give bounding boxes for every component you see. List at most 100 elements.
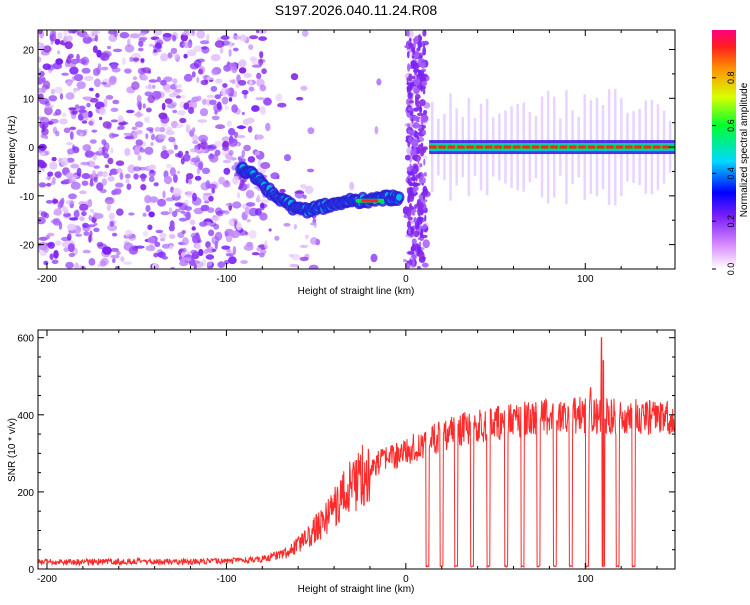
noise-speckle: [147, 95, 155, 104]
noise-speckle: [40, 133, 46, 139]
noise-speckle: [100, 66, 109, 71]
noise-speckle: [168, 136, 176, 143]
noise-speckle: [60, 157, 69, 167]
noise-speckle: [193, 45, 203, 52]
noise-speckle: [407, 216, 413, 221]
noise-speckle: [417, 207, 422, 217]
noise-speckle: [407, 220, 411, 229]
noise-speckle: [124, 148, 131, 156]
noise-speckle: [79, 216, 85, 222]
noise-speckle: [50, 88, 56, 95]
noise-speckle: [179, 117, 187, 124]
noise-speckle: [112, 48, 123, 53]
noise-speckle: [112, 232, 118, 237]
noise-speckle: [62, 205, 68, 213]
noise-speckle: [49, 161, 58, 170]
noise-speckle: [299, 244, 309, 248]
noise-speckle: [38, 56, 42, 63]
noise-speckle: [105, 95, 114, 100]
figure-title: S197.2026.040.11.24.R08: [275, 2, 438, 18]
noise-speckle: [66, 80, 72, 87]
noise-speckle: [63, 30, 68, 37]
noise-speckle: [190, 249, 198, 255]
noise-speckle: [102, 246, 112, 255]
noise-speckle: [270, 172, 280, 180]
noise-speckle: [99, 106, 107, 116]
noise-speckle: [411, 139, 419, 148]
noise-speckle: [150, 133, 156, 141]
noise-speckle: [423, 158, 426, 166]
noise-speckle: [141, 67, 152, 73]
noise-speckle: [69, 131, 74, 140]
noise-speckle: [117, 115, 124, 124]
noise-speckle: [124, 136, 135, 140]
noise-speckle: [41, 86, 47, 94]
noise-speckle: [406, 82, 413, 86]
noise-speckle: [422, 256, 426, 260]
noise-speckle: [258, 36, 267, 41]
noise-speckle: [66, 35, 73, 42]
tone-peak: [596, 145, 605, 149]
noise-speckle: [168, 93, 177, 98]
noise-speckle: [259, 84, 267, 92]
noise-speckle: [418, 79, 421, 83]
noise-speckle: [84, 96, 92, 102]
noise-speckle: [301, 30, 309, 37]
noise-speckle: [248, 229, 257, 239]
noise-speckle: [148, 83, 152, 89]
noise-speckle: [127, 164, 136, 174]
noise-speckle: [55, 130, 60, 137]
noise-speckle: [189, 148, 199, 153]
noise-speckle: [289, 263, 299, 268]
noise-speckle: [416, 135, 420, 140]
noise-speckle: [238, 125, 245, 130]
tone-peak: [624, 145, 633, 149]
noise-speckle: [139, 31, 146, 36]
snr-plot-area: [38, 330, 675, 569]
noise-speckle: [78, 109, 87, 113]
noise-speckle: [236, 135, 246, 139]
noise-speckle: [408, 73, 413, 82]
x-tick-label: -200: [37, 274, 57, 285]
noise-speckle: [65, 199, 75, 205]
noise-speckle: [196, 30, 206, 39]
noise-speckle: [49, 118, 59, 124]
noise-speckle: [198, 68, 203, 75]
colorbar-tick-label: 0.0: [726, 263, 736, 276]
noise-speckle: [116, 208, 124, 216]
noise-speckle: [412, 243, 416, 250]
noise-speckle: [224, 105, 229, 111]
noise-speckle: [413, 64, 416, 70]
noise-speckle: [231, 104, 238, 113]
snr-series-line: [38, 337, 675, 569]
noise-speckle: [212, 215, 217, 218]
noise-speckle: [408, 42, 413, 47]
noise-speckle: [259, 199, 270, 204]
noise-speckle: [146, 127, 154, 132]
noise-speckle: [68, 107, 76, 111]
noise-speckle: [45, 176, 50, 180]
noise-speckle: [84, 34, 89, 38]
noise-speckle: [222, 147, 230, 151]
noise-speckle: [79, 132, 84, 137]
noise-speckle: [196, 149, 206, 154]
noise-speckle: [73, 210, 80, 219]
noise-speckle: [93, 227, 100, 233]
noise-speckle: [418, 34, 421, 42]
noise-speckle: [263, 97, 272, 106]
noise-speckle: [76, 53, 80, 61]
noise-speckle: [133, 173, 139, 180]
x-tick-label: 0: [403, 574, 409, 585]
noise-speckle: [211, 68, 218, 76]
noise-speckle: [44, 150, 50, 156]
noise-speckle: [76, 81, 86, 89]
noise-speckle: [196, 76, 200, 83]
noise-speckle: [416, 104, 421, 110]
noise-speckle: [421, 262, 429, 268]
noise-speckle: [412, 174, 415, 182]
noise-speckle: [130, 33, 141, 39]
noise-speckle: [132, 130, 138, 139]
noise-speckle: [228, 256, 237, 265]
noise-speckle: [54, 86, 63, 94]
